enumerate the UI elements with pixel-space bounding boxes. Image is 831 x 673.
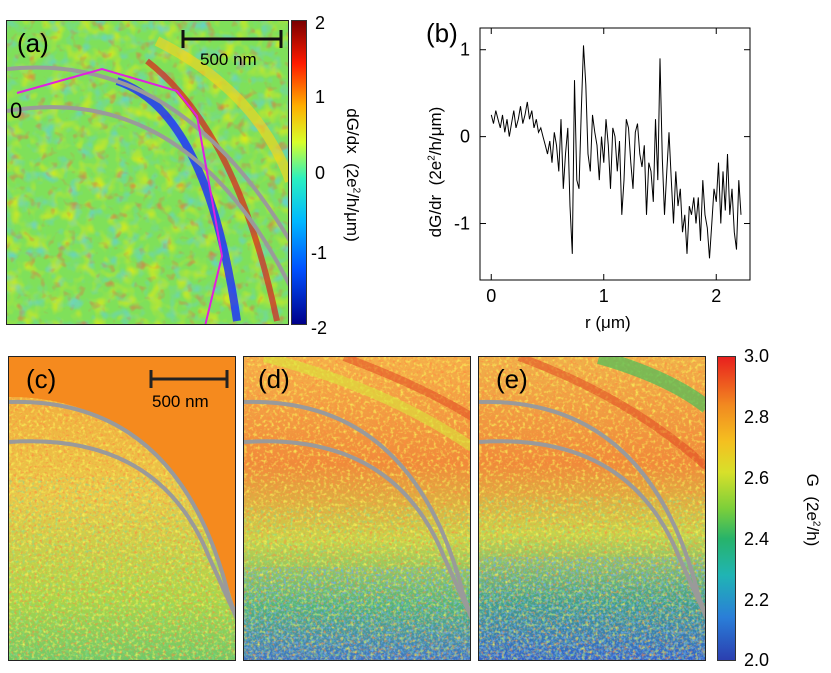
panel-e-image xyxy=(479,357,705,660)
colorbar-g-title: G (2e2/h) xyxy=(802,474,822,547)
panel-c-map xyxy=(8,356,236,661)
panel-b-label: (b) xyxy=(426,18,458,48)
y-tick-label: 0 xyxy=(460,127,470,147)
colorbar-a-title-main: dG/dx xyxy=(343,108,362,154)
panel-e-label: (e) xyxy=(496,364,528,394)
x-tick-label: 0 xyxy=(486,286,496,306)
colorbar-g-tick: 2.6 xyxy=(744,468,770,488)
panel-c-image xyxy=(9,357,235,660)
radial-path-line xyxy=(16,67,224,324)
colorbar-g-tick: 3.0 xyxy=(744,346,770,366)
panel-b-ylabel-unit-sup: 2 xyxy=(426,155,438,161)
outer-boundary-arc xyxy=(7,65,288,242)
panel-d-image xyxy=(244,357,470,660)
colorbar-a-tick: 2 xyxy=(315,13,326,33)
colorbar-g-title-main: G xyxy=(803,473,822,487)
panel-b-ylabel-unit-pre: (2e xyxy=(426,160,445,186)
colorbar-g-tick: 2.8 xyxy=(744,407,770,427)
panel-b-chart: 0 1 2 1 0 -1 xyxy=(454,27,751,306)
panel-a-label: (a) xyxy=(17,28,49,58)
y-tick-label: -1 xyxy=(454,214,470,234)
inner-boundary-arc xyxy=(7,105,288,287)
colorbar-g-tick: 2.0 xyxy=(744,650,770,670)
panel-d-map xyxy=(243,356,471,661)
origin-marker: 0 xyxy=(10,98,23,123)
colorbar-a xyxy=(291,20,307,325)
colorbar-a-title: dG/dx (2e2/h/μm) xyxy=(342,108,362,241)
colorbar-g-title-unit-post: /h) xyxy=(803,526,822,547)
colorbar-a-tick: 1 xyxy=(315,87,326,107)
panel-b-ylabel-unit-post: /h/μm) xyxy=(426,106,445,156)
panel-a-image xyxy=(7,21,288,324)
panel-c-scale-label: 500 nm xyxy=(152,392,209,411)
panel-b-xlabel: r (μm) xyxy=(585,313,631,332)
x-tick-label: 2 xyxy=(711,286,721,306)
colorbar-g-tick: 2.4 xyxy=(744,529,770,549)
colorbar-a-title-unit-pre: (2e xyxy=(343,163,362,188)
colorbar-a-tick: -2 xyxy=(311,318,328,338)
colorbar-a-tick: 0 xyxy=(315,163,326,183)
x-tick-label: 1 xyxy=(599,286,609,306)
panel-a-map xyxy=(6,20,289,325)
colorbar-a-title-unit-post: /h/μm) xyxy=(343,193,362,242)
colorbar-a-tick: -1 xyxy=(311,243,328,263)
panel-e-map xyxy=(478,356,706,661)
panel-a-scale-label: 500 nm xyxy=(200,50,257,69)
panel-b-ylabel-main: dG/dr xyxy=(426,194,445,238)
panel-c-label: (c) xyxy=(26,364,57,394)
colorbar-g-tick: 2.2 xyxy=(744,590,770,610)
plot-frame xyxy=(479,27,751,281)
y-tick-label: 1 xyxy=(460,40,470,60)
series-line xyxy=(490,45,742,259)
colorbar-g xyxy=(717,356,736,661)
colorbar-g-title-unit-pre: (2e xyxy=(803,496,822,521)
panel-b-ylabel: dG/dr (2e2/h/μm) xyxy=(426,107,446,238)
panel-d-label: (d) xyxy=(258,364,290,394)
